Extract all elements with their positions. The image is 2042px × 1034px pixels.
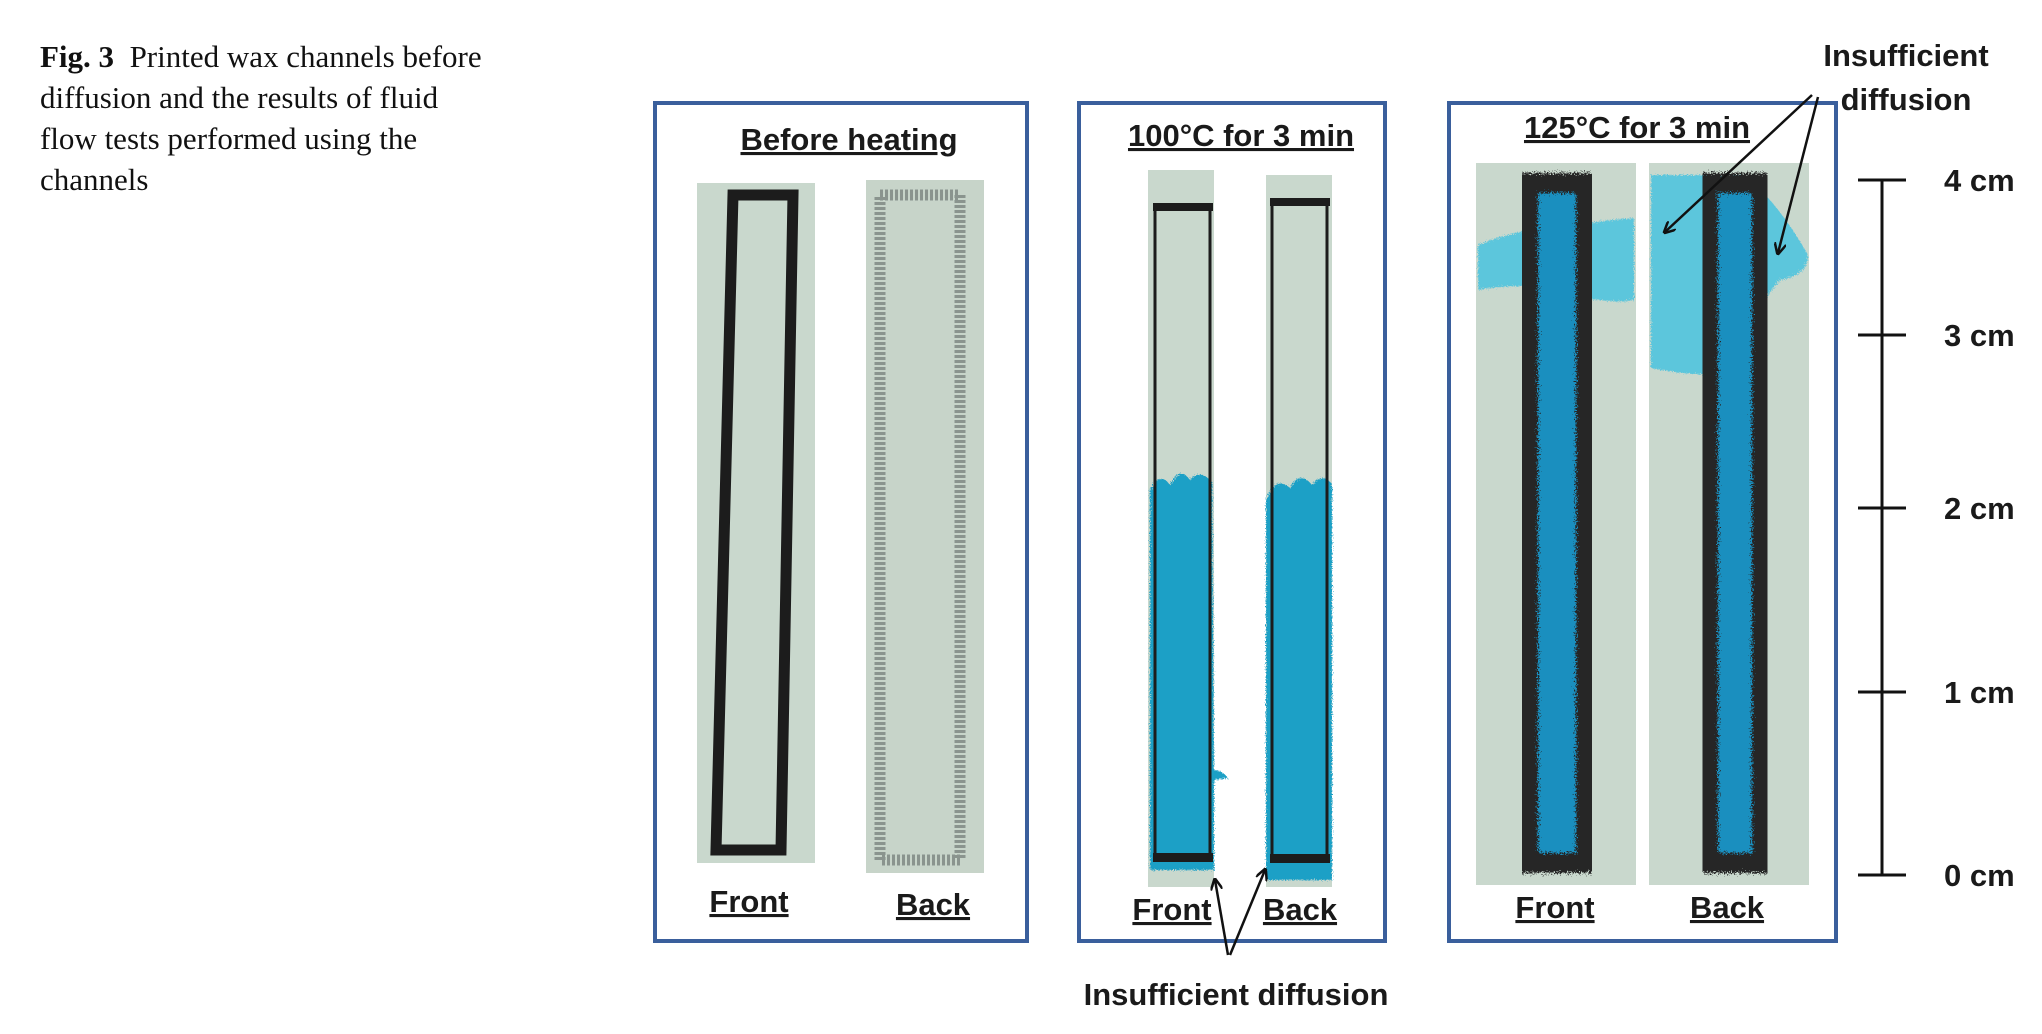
scale-label: 1 cm [1944, 675, 2015, 710]
figure-caption: Fig. 3 Printed wax channels before diffu… [40, 36, 500, 200]
annotation-insufficient-diffusion-top: Insufficient [1823, 38, 1988, 73]
panel-title: Before heating [740, 122, 957, 157]
wax-outline [1518, 173, 1596, 873]
scale-label: 4 cm [1944, 163, 2015, 198]
channel-back-strip [866, 180, 984, 873]
figure-label: Fig. 3 [40, 39, 115, 74]
scale-label: 2 cm [1944, 491, 2015, 526]
dye-fluid [1266, 478, 1332, 880]
annotation-insufficient-diffusion-bottom: Insufficient diffusion [1084, 977, 1389, 1012]
channel-front-strip [697, 183, 815, 863]
front-label: Front [1515, 890, 1594, 925]
panel-125c: 125°C for 3 min Front Back [1447, 94, 1838, 943]
panel-frame [1077, 101, 1387, 943]
wax-outline [874, 189, 966, 866]
annotation-arrow [1228, 870, 1265, 956]
panel-title: 100°C for 3 min [1128, 118, 1354, 153]
scale-label: 0 cm [1944, 858, 2015, 893]
figure-caption-text: Printed wax channels before diffusion an… [40, 39, 482, 197]
annotation-arrow [1665, 94, 1813, 232]
back-label: Back [1263, 892, 1338, 927]
wax-outline [1698, 173, 1772, 873]
annotation-arrow [1215, 880, 1230, 956]
scale-bar: 4 cm 3 cm 2 cm 1 cm 0 cm [1858, 163, 2015, 893]
annotation-arrow [1778, 96, 1820, 253]
channel-back-strip [1266, 175, 1332, 887]
channel-back-strip [1649, 163, 1809, 885]
front-label: Front [709, 884, 788, 919]
front-label: Front [1132, 892, 1211, 927]
channel-front-strip [1476, 163, 1636, 885]
panel-title: 125°C for 3 min [1524, 110, 1750, 145]
panel-100c: 100°C for 3 min Front Back [1077, 101, 1387, 956]
back-label: Back [1690, 890, 1765, 925]
panel-before-heating: Before heating Front Back [653, 101, 1029, 943]
back-label: Back [896, 887, 971, 922]
annotation-insufficient-diffusion-top-line2: diffusion [1841, 82, 1972, 117]
channel-front-strip [1148, 170, 1228, 887]
wax-outline [710, 189, 799, 856]
scale-label: 3 cm [1944, 318, 2015, 353]
